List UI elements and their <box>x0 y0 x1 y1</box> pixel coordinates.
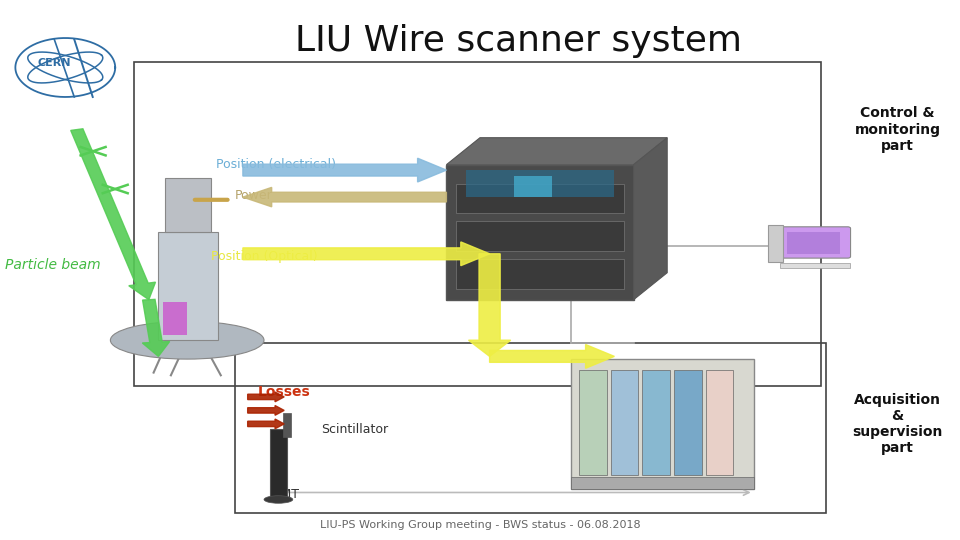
FancyArrow shape <box>142 299 170 356</box>
Bar <box>579 370 607 475</box>
Text: CERN: CERN <box>37 58 70 68</box>
Text: Scintillator: Scintillator <box>322 423 389 436</box>
Bar <box>456 259 624 289</box>
Bar <box>134 62 821 386</box>
Bar <box>787 232 840 254</box>
Text: Power: Power <box>235 189 273 202</box>
Text: Position (electrical): Position (electrical) <box>216 158 336 171</box>
Ellipse shape <box>264 496 293 503</box>
Bar <box>456 184 624 213</box>
FancyArrow shape <box>243 187 446 207</box>
Bar <box>571 477 754 489</box>
Text: V
F
C
1: V F C 1 <box>654 401 659 441</box>
FancyArrow shape <box>71 129 156 300</box>
Text: Control &
monitoring
part: Control & monitoring part <box>854 106 941 153</box>
Bar <box>571 359 754 489</box>
Bar <box>270 429 287 500</box>
Polygon shape <box>446 138 667 165</box>
Text: Acquisition
&
supervision
part: Acquisition & supervision part <box>852 393 943 455</box>
Text: Losses: Losses <box>257 384 310 399</box>
Bar <box>514 176 552 197</box>
Bar <box>165 178 211 232</box>
Bar <box>768 225 783 262</box>
Text: LIU-PS Working Group meeting - BWS status - 06.08.2018: LIU-PS Working Group meeting - BWS statu… <box>320 520 640 530</box>
FancyArrow shape <box>468 254 511 356</box>
FancyArrow shape <box>248 419 284 429</box>
Ellipse shape <box>110 321 264 359</box>
Polygon shape <box>634 138 667 300</box>
Text: V
F
C
2: V F C 2 <box>685 401 690 441</box>
Bar <box>163 302 187 335</box>
FancyArrow shape <box>248 406 284 415</box>
Bar <box>283 413 291 437</box>
Bar <box>611 370 638 475</box>
Bar <box>158 232 218 340</box>
FancyArrow shape <box>243 158 446 182</box>
FancyArrow shape <box>490 345 614 368</box>
Text: Particle beam: Particle beam <box>5 258 101 272</box>
FancyArrow shape <box>243 242 490 266</box>
FancyArrow shape <box>248 392 284 402</box>
Bar <box>466 170 614 197</box>
Bar <box>642 370 670 475</box>
Text: C
P
U: C P U <box>590 407 595 436</box>
Bar <box>446 165 634 300</box>
Bar <box>456 221 624 251</box>
Bar <box>235 343 826 513</box>
Text: PMT: PMT <box>274 488 300 501</box>
FancyBboxPatch shape <box>780 227 851 258</box>
Bar <box>780 263 850 268</box>
Text: H
V: H V <box>717 411 723 431</box>
Bar <box>674 370 702 475</box>
Text: Position (Optical): Position (Optical) <box>211 250 318 263</box>
Text: C
T
R
V: C T R V <box>622 401 627 441</box>
Text: LIU Wire scanner system: LIU Wire scanner system <box>295 24 742 58</box>
Bar <box>706 370 733 475</box>
